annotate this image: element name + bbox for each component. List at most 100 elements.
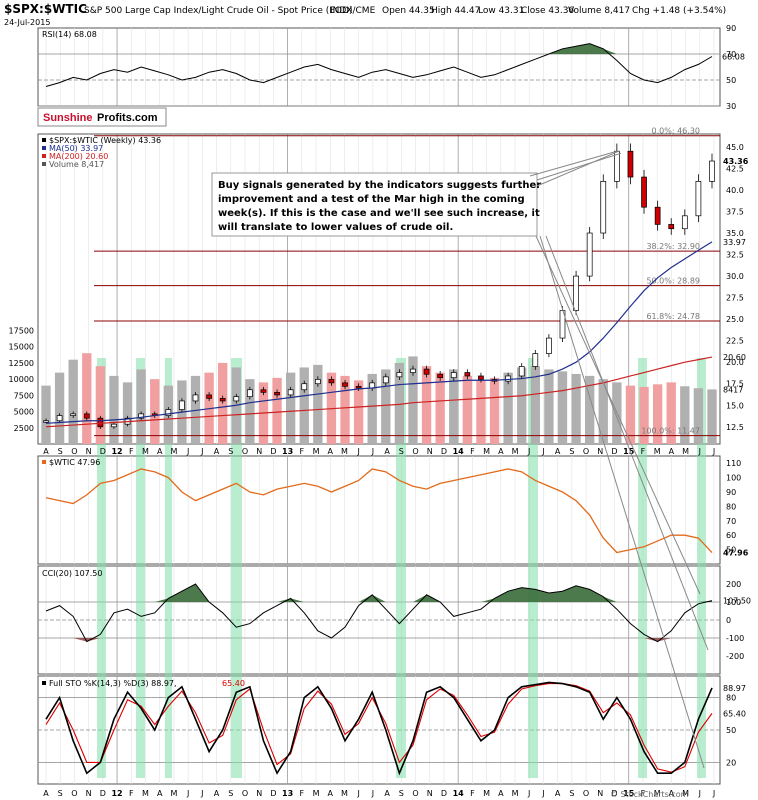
x-tick-label: M bbox=[483, 447, 490, 456]
x-tick-label: S bbox=[569, 447, 574, 456]
price-y-tick: 35.0 bbox=[726, 229, 744, 238]
fib-level-label: 61.8%: 24.78 bbox=[646, 312, 700, 321]
rsi-last-label: 68.08 bbox=[722, 52, 745, 61]
brand-profits: Profits.com bbox=[97, 112, 158, 124]
x-tick-label: D bbox=[441, 447, 447, 456]
x-tick-label: N bbox=[256, 447, 262, 456]
volume-bar bbox=[585, 375, 595, 444]
x-tick-label: N bbox=[427, 447, 433, 456]
callout-line bbox=[536, 150, 620, 187]
candle-body bbox=[56, 415, 63, 422]
x-tick-label: J bbox=[527, 447, 530, 456]
fibonacci-levels: 0.0%: 46.30 38.2%: 32.90 50.0%: 28.89 61.8%… bbox=[94, 127, 720, 437]
x-tick-label: F bbox=[470, 789, 475, 798]
cci-negative-fill bbox=[46, 638, 712, 642]
x-tick-label: F bbox=[300, 789, 305, 798]
volume-bar bbox=[462, 375, 473, 444]
brand-box bbox=[37, 107, 167, 127]
x-tick-label: A bbox=[498, 447, 504, 456]
price-y-tick: 37.5 bbox=[726, 208, 744, 217]
volume-last-label: 8417 bbox=[723, 385, 743, 394]
rsi-panel bbox=[37, 27, 721, 107]
x-tick-label: M bbox=[654, 447, 661, 456]
volume-y-tick: 12500 bbox=[9, 359, 34, 368]
highlight-band bbox=[97, 358, 106, 778]
x-tick-label: D bbox=[100, 447, 106, 456]
price-y-tick: 40.0 bbox=[726, 186, 744, 195]
wtic-y-tick: 60 bbox=[726, 531, 736, 540]
highlight-band bbox=[231, 358, 242, 778]
candle-body bbox=[654, 206, 661, 225]
candle-body bbox=[532, 353, 539, 367]
x-tick-label: A bbox=[669, 447, 675, 456]
x-tick-label: J bbox=[186, 447, 189, 456]
candle-body bbox=[274, 391, 280, 396]
volume-bar bbox=[625, 385, 636, 444]
x-tick-label: S bbox=[399, 789, 404, 798]
x-tick-label: M bbox=[682, 789, 689, 798]
price-y-tick: 32.5 bbox=[726, 251, 744, 260]
x-tick-label: D bbox=[270, 447, 276, 456]
x-tick-label: S bbox=[228, 447, 233, 456]
candle-body bbox=[614, 150, 620, 182]
volume-bar bbox=[245, 379, 255, 444]
annotation-line-2: improvement and a test of the Mar high i… bbox=[218, 194, 525, 205]
x-tick-label: O bbox=[583, 447, 589, 456]
x-tick-label: A bbox=[498, 789, 504, 798]
highlight-band bbox=[697, 358, 706, 778]
wtic-legend-swatch bbox=[42, 460, 46, 464]
sto-k-line bbox=[45, 681, 713, 776]
x-tick-label: M bbox=[341, 447, 348, 456]
price-y-tick: 27.5 bbox=[726, 294, 744, 303]
volume-bar bbox=[652, 384, 663, 444]
candle-body bbox=[573, 275, 579, 311]
x-tick-label: N bbox=[597, 789, 603, 798]
candle-body bbox=[179, 400, 185, 410]
x-tick-label: 15 bbox=[623, 789, 635, 798]
highlight-band bbox=[396, 358, 406, 778]
x-tick-label: O bbox=[71, 447, 77, 456]
x-tick-label: A bbox=[384, 447, 390, 456]
candle-body bbox=[342, 382, 348, 387]
candle-body bbox=[355, 385, 362, 389]
volume-bar bbox=[530, 366, 540, 444]
x-tick-label: M bbox=[170, 447, 177, 456]
wtic-y-tick: 50 bbox=[726, 546, 736, 555]
x-tick-label: F bbox=[470, 447, 475, 456]
fib-level-label: 38.2%: 32.90 bbox=[646, 242, 700, 251]
x-tick-label: M bbox=[170, 789, 177, 798]
highlight-band bbox=[165, 358, 172, 778]
x-tick-label: 13 bbox=[282, 447, 293, 456]
x-tick-label: S bbox=[58, 447, 63, 456]
callout-line bbox=[529, 150, 617, 177]
x-tick-label: D bbox=[611, 447, 617, 456]
volume-y-tick: 2500 bbox=[14, 424, 34, 433]
x-tick-label: O bbox=[412, 447, 418, 456]
x-tick-label: J bbox=[712, 447, 715, 456]
wtic-y-tick: 100 bbox=[726, 474, 741, 483]
volume-bar bbox=[557, 371, 568, 444]
sto-k-last-label: 88.97 bbox=[723, 684, 746, 693]
price-legend-swatch bbox=[42, 154, 46, 158]
watermark: © StockCharts.com bbox=[610, 790, 689, 799]
volume-bar bbox=[122, 382, 133, 444]
volume-bar bbox=[449, 369, 459, 444]
sto-legend-d: 65.40 bbox=[222, 679, 245, 688]
x-tick-label: S bbox=[58, 789, 63, 798]
chart-symbol: $SPX:$WTIC bbox=[4, 2, 87, 16]
brand-sunshine: Sunshine bbox=[43, 112, 93, 124]
volume-bar bbox=[598, 379, 608, 444]
sto-y-tick: 50 bbox=[726, 726, 736, 735]
wtic-line bbox=[45, 468, 713, 554]
x-tick-label: A bbox=[555, 447, 561, 456]
candle-body bbox=[314, 379, 321, 385]
volume-bar bbox=[693, 388, 704, 444]
volume-bar bbox=[476, 380, 486, 444]
highlight-band bbox=[528, 358, 538, 778]
x-tick-label: S bbox=[399, 447, 404, 456]
annotation-line-1: Buy signals generated by the indicators … bbox=[218, 180, 541, 191]
price-y-tick: 30.0 bbox=[726, 272, 744, 281]
x-tick-label: M bbox=[512, 789, 519, 798]
sto-panel bbox=[37, 675, 721, 785]
candle-body bbox=[70, 413, 77, 416]
